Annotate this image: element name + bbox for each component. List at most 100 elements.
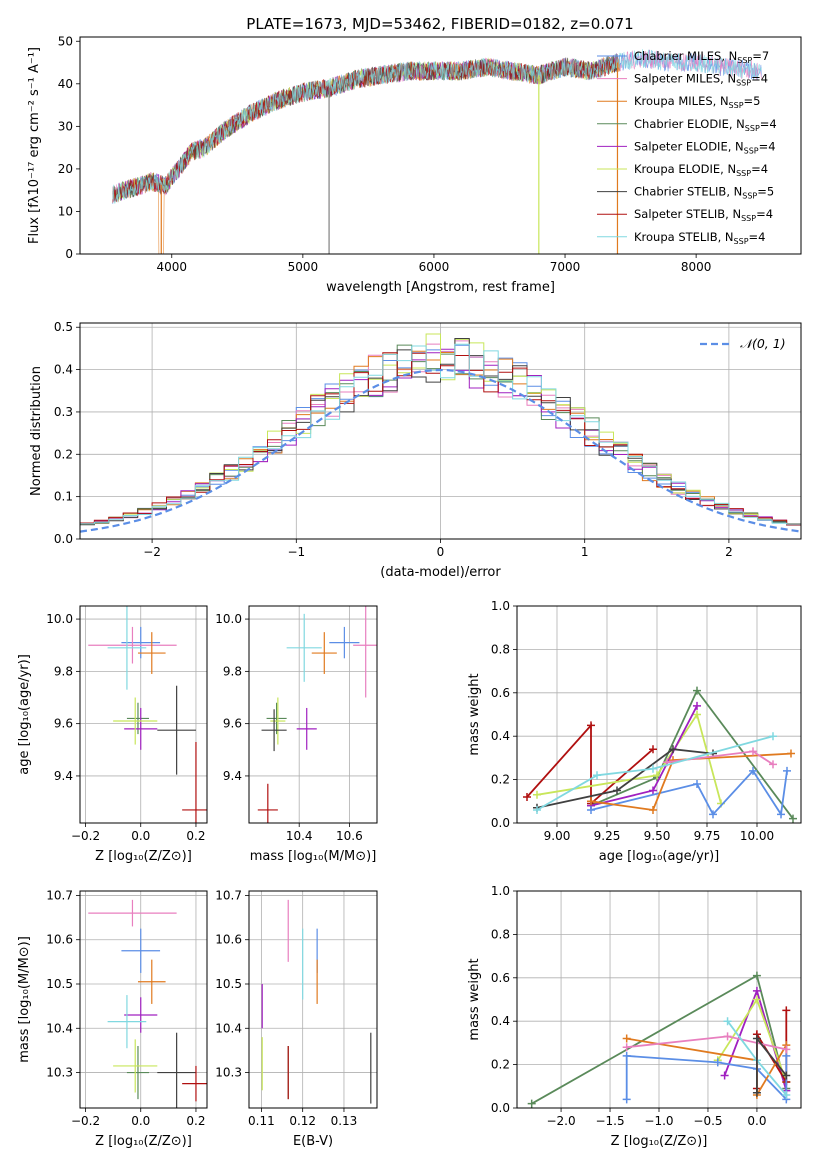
x-tick-label: 10.00 (740, 829, 774, 843)
errorbar-chabrier_elodie (126, 1046, 150, 1100)
series-line (590, 688, 794, 820)
series-point (720, 1071, 729, 1080)
y-tick-label: 0.6 (491, 971, 510, 985)
y-tick-label: 10 (58, 204, 73, 218)
x-tick-label: 0.0 (131, 829, 150, 843)
y-tick-label: 10.3 (215, 1066, 242, 1080)
x-tick-label: 6000 (419, 260, 450, 274)
legend-label-chabrier_miles: Chabrier MILES, NSSP=7 (634, 49, 769, 65)
series-point (693, 710, 701, 719)
errorbar-salpeter_elodie (124, 997, 158, 1033)
series-point (752, 986, 761, 995)
errorbar-salpeter_stelib (182, 1065, 207, 1102)
age_vs_mass-panel: 10.4 10.6 9.4 9.6 9.8 10.0 mass [log₁₀(M/M⊙)] (215, 605, 378, 864)
series-point (782, 1045, 791, 1054)
y-tick-label: 10.6 (215, 933, 242, 947)
series-line (590, 752, 792, 811)
x-tick-label: 9.00 (544, 829, 571, 843)
x-tick-label: −2 (143, 545, 161, 559)
y-tick-label: 10.7 (46, 888, 73, 902)
series-point (622, 1034, 631, 1043)
x-tick-label: 2 (725, 545, 733, 559)
massweight_vs_age-panel: 9.00 9.25 9.50 9.75 10.00 0.0 0.2 0.4 0.6 0.8 1.0 a… (467, 599, 802, 864)
y-tick-label: 10.4 (215, 1021, 242, 1035)
y-axis-label: mass [log₁₀(M/M⊙)] (17, 936, 32, 1063)
series-point (587, 721, 595, 730)
series-point (587, 797, 595, 806)
series-point (749, 766, 757, 775)
errorbar-chabrier_stelib (157, 685, 196, 775)
series-point (723, 1032, 732, 1041)
massweight_vs_Z-plot-area (527, 971, 791, 1108)
spectrum-line-kroupa_stelib (112, 49, 762, 204)
axes-frame (516, 605, 802, 824)
series-line (536, 735, 774, 811)
x-tick-label: 8000 (681, 260, 712, 274)
y-tick-label: 20 (58, 162, 73, 176)
mass_vs_ebv-plot-area (261, 899, 372, 1104)
series-point (533, 805, 541, 814)
y-tick-label: 10.5 (46, 977, 73, 991)
x-tick-label: 0 (437, 545, 445, 559)
errorbar-kroupa_elodie (270, 697, 286, 745)
x-tick-label: 10.4 (286, 829, 313, 843)
series-point (693, 686, 701, 695)
series-point (649, 805, 657, 814)
x-axis-label: Z [log₁₀(Z/Z⊙)] (611, 1134, 708, 1149)
x-tick-label: 1 (581, 545, 589, 559)
y-tick-label: 1.0 (491, 599, 510, 613)
axes-frame (79, 36, 802, 255)
series-point (752, 1034, 761, 1043)
x-tick-label: 0.11 (248, 1114, 275, 1128)
x-axis-label: Z [log₁₀(Z/Z⊙)] (95, 849, 192, 864)
series-point (649, 745, 657, 754)
axes-frame (79, 605, 208, 824)
errorbar-chabrier_stelib (157, 1032, 196, 1108)
spectrum-plot-area (112, 49, 762, 254)
series-point (693, 779, 701, 788)
y-tick-label: 0.3 (54, 405, 73, 419)
x-tick-label: −0.5 (693, 1114, 722, 1128)
x-tick-label: 9.75 (694, 829, 721, 843)
x-tick-label: −1 (287, 545, 305, 559)
mass_vs_Z-panel: −0.2 0.0 0.2 10.3 10.4 10.5 10.6 10.7 Z [log₁₀(Z… (17, 888, 208, 1149)
y-tick-label: 0.0 (491, 1101, 510, 1115)
series-point (783, 766, 791, 775)
series-salpeter_elodie (587, 701, 701, 810)
series-point (693, 701, 701, 710)
series-point (523, 792, 531, 801)
x-tick-label: 0.0 (747, 1114, 766, 1128)
y-tick-label: 10.4 (46, 1021, 73, 1035)
errorbar-salpeter_stelib (182, 741, 207, 823)
series-point (752, 1088, 761, 1097)
y-tick-label: 0.4 (491, 1014, 510, 1028)
legend-label-chabrier_elodie: Chabrier ELODIE, NSSP=4 (634, 117, 777, 133)
series-line (625, 1054, 788, 1102)
series-point (649, 764, 657, 773)
y-tick-label: 10.0 (46, 612, 73, 626)
series-point (622, 1043, 631, 1052)
massweight_vs_age-plot-area (523, 686, 797, 823)
legend-label-kroupa_stelib: Kroupa STELIB, NSSP=4 (634, 230, 765, 246)
age_vs_mass-plot-area (257, 606, 377, 823)
axes-frame (79, 322, 802, 540)
x-tick-label: −2.0 (546, 1114, 575, 1128)
errorbar-kroupa_stelib (107, 606, 147, 690)
errorbar-kroupa_miles (137, 632, 166, 674)
y-tick-label: 0.6 (491, 686, 510, 700)
spectrum-panel: 4000 5000 6000 7000 8000 0 10 20 30 40 50 wavelengt… (27, 34, 802, 295)
series-point (769, 760, 777, 769)
series-point (613, 786, 621, 795)
figure-title: PLATE=1673, MJD=53462, FIBERID=0182, z=0… (246, 15, 633, 33)
series-point (709, 810, 717, 819)
age_vs_Z-plot-area (88, 606, 207, 823)
y-tick-label: 9.6 (223, 717, 242, 731)
x-axis-label: Z [log₁₀(Z/Z⊙)] (95, 1134, 192, 1149)
series-chabrier_miles (587, 766, 791, 819)
series-point (587, 805, 595, 814)
x-tick-label: 0.2 (186, 829, 205, 843)
histogram-kroupa_elodie (80, 333, 801, 525)
series-chabrier_stelib (752, 1034, 791, 1097)
x-tick-label: 0.2 (186, 1114, 205, 1128)
x-tick-label: −1.0 (644, 1114, 673, 1128)
